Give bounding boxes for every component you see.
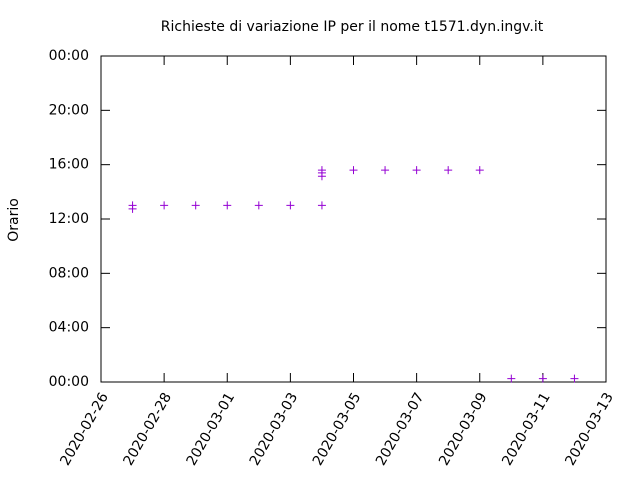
point xyxy=(128,204,137,213)
x-tick-label: 2020-02-28 xyxy=(121,390,176,468)
x-tick-label: 2020-03-09 xyxy=(436,390,491,468)
point xyxy=(475,166,484,175)
x-tick-label: 2020-03-13 xyxy=(562,390,617,468)
y-axis-label: Orario xyxy=(6,198,22,242)
point xyxy=(507,374,516,383)
x-tick-label: 2020-02-26 xyxy=(57,390,112,469)
y-tick-label: 12:00 xyxy=(49,211,89,227)
point xyxy=(444,166,453,175)
point xyxy=(317,172,326,181)
x-tick-label: 2020-03-07 xyxy=(373,390,428,468)
x-tick-label: 2020-03-11 xyxy=(499,390,554,468)
y-tick-label: 00:00 xyxy=(49,48,89,64)
y-tick-label: 04:00 xyxy=(49,320,89,336)
point xyxy=(254,201,263,210)
point xyxy=(570,374,579,383)
point xyxy=(349,166,358,175)
point xyxy=(160,201,169,210)
point xyxy=(223,201,232,210)
point xyxy=(317,201,326,210)
chart-title: Richieste di variazione IP per il nome t… xyxy=(161,19,544,35)
point xyxy=(412,166,421,175)
y-tick-label: 16:00 xyxy=(49,157,89,173)
point xyxy=(538,374,547,383)
y-tick-label: 20:00 xyxy=(49,102,89,118)
y-tick-label: 00:00 xyxy=(49,374,89,390)
x-tick-label: 2020-03-03 xyxy=(247,390,302,468)
plot-frame xyxy=(100,55,607,383)
x-tick-label: 2020-03-01 xyxy=(184,390,239,468)
point xyxy=(381,166,390,175)
point xyxy=(191,201,200,210)
x-tick-label: 2020-03-05 xyxy=(310,390,365,468)
y-tick-label: 08:00 xyxy=(49,265,89,281)
point xyxy=(286,201,295,210)
